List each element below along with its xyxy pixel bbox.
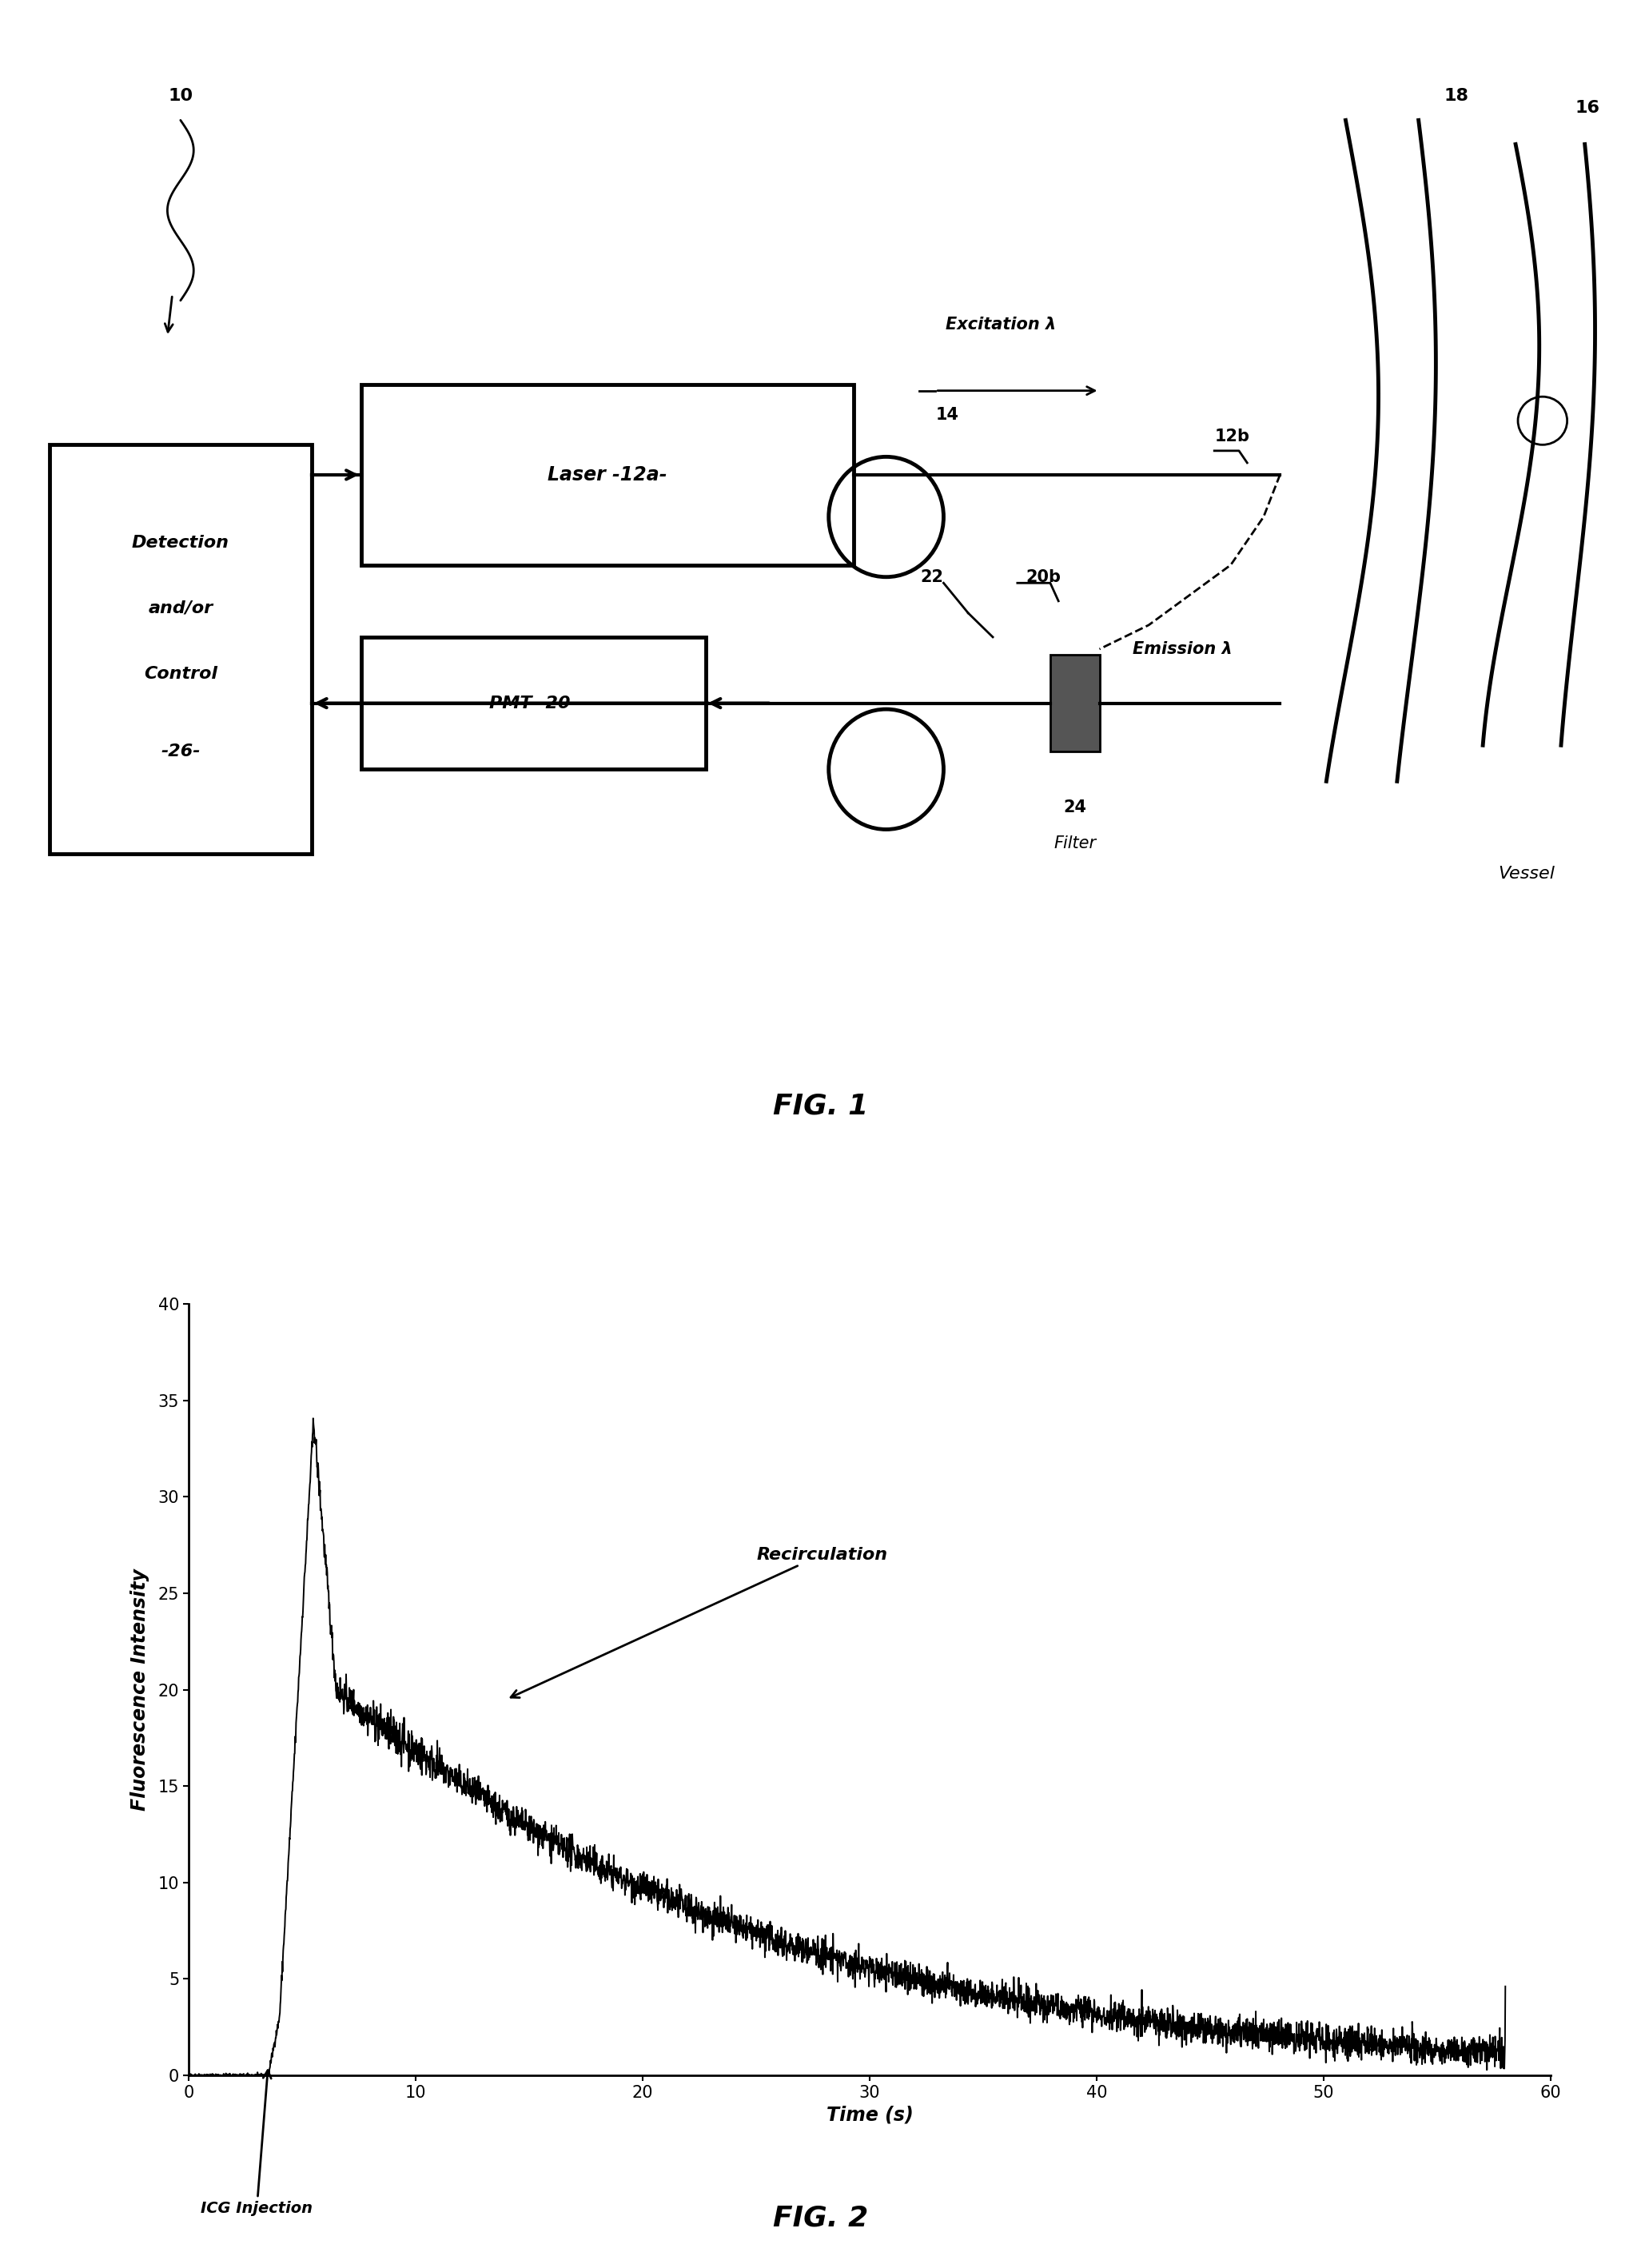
Text: 12b: 12b [1214, 429, 1249, 445]
Text: Recirculation: Recirculation [510, 1547, 888, 1699]
Y-axis label: Fluorescence Intensity: Fluorescence Intensity [130, 1569, 149, 1810]
Text: FIG. 1: FIG. 1 [773, 1093, 868, 1120]
Bar [49, 445, 312, 853]
Text: 16: 16 [1575, 100, 1600, 116]
Bar [361, 386, 853, 565]
Bar [361, 637, 706, 769]
Text: Vessel: Vessel [1498, 866, 1554, 882]
X-axis label: Time (s): Time (s) [827, 2105, 912, 2125]
Text: 20b: 20b [1026, 569, 1060, 585]
Text: 22: 22 [921, 569, 944, 585]
Text: Filter: Filter [1054, 835, 1096, 850]
Text: 10: 10 [167, 88, 194, 104]
Bar [1050, 655, 1099, 751]
Text: PMT -20-: PMT -20- [489, 696, 578, 712]
Text: Laser -12a-: Laser -12a- [548, 465, 666, 485]
Text: Excitation λ: Excitation λ [945, 318, 1057, 333]
Text: Emission λ: Emission λ [1132, 642, 1232, 658]
Text: Detection: Detection [131, 535, 230, 551]
Text: 14: 14 [935, 406, 958, 422]
Text: 18: 18 [1444, 88, 1469, 104]
Text: 24: 24 [1063, 798, 1086, 814]
Text: and/or: and/or [148, 601, 213, 617]
Text: FIG. 2: FIG. 2 [773, 2204, 868, 2232]
Text: ICG Injection: ICG Injection [200, 2071, 313, 2216]
Text: Control: Control [144, 665, 217, 683]
Text: -26-: -26- [161, 744, 200, 760]
